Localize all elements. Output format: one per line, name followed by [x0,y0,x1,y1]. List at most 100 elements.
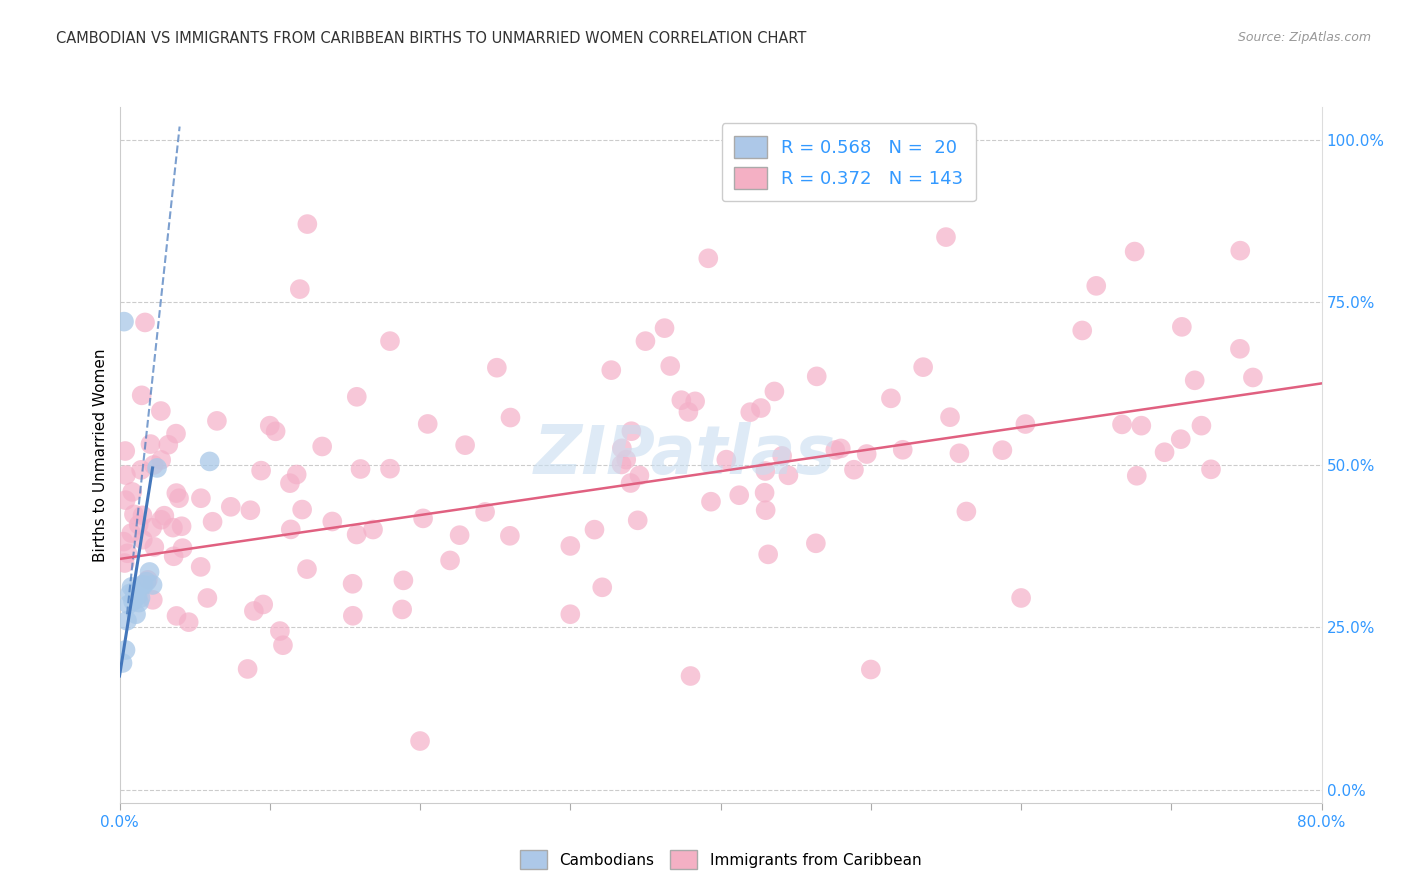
Point [614,452,637,467]
Y-axis label: Births to Unmarried Women: Births to Unmarried Women [93,348,108,562]
Point [1126,468,1149,483]
Point [880,392,903,406]
Point [391,602,413,616]
Point [297,217,319,231]
Point [129,463,152,477]
Point [1153,445,1175,459]
Point [321,515,343,529]
Point [131,508,153,523]
Point [1123,244,1146,259]
Point [142,592,165,607]
Point [111,656,134,670]
Point [770,449,793,463]
Point [824,442,846,457]
Point [342,608,364,623]
Point [271,638,294,652]
Point [170,519,193,533]
Point [112,534,135,549]
Point [163,549,186,564]
Point [121,580,143,594]
Point [127,589,149,603]
Point [700,494,723,508]
Point [806,369,828,384]
Text: Source: ZipAtlas.com: Source: ZipAtlas.com [1237,31,1371,45]
Point [121,484,143,499]
Point [295,562,318,576]
Point [149,404,172,418]
Point [955,504,977,518]
Point [671,393,693,408]
Point [278,476,301,491]
Point [125,607,148,622]
Point [264,425,287,439]
Point [146,461,169,475]
Point [117,598,139,612]
Point [131,388,153,402]
Point [342,576,364,591]
Legend: Cambodians, Immigrants from Caribbean: Cambodians, Immigrants from Caribbean [513,845,928,875]
Point [219,500,242,514]
Point [132,533,155,547]
Point [142,578,165,592]
Point [120,526,142,541]
Point [756,547,779,561]
Point [991,443,1014,458]
Point [150,453,173,467]
Point [114,493,136,508]
Point [165,426,187,441]
Point [939,410,962,425]
Point [740,405,762,419]
Point [143,540,166,554]
Point [114,444,136,458]
Point [842,463,865,477]
Point [201,515,224,529]
Point [754,485,776,500]
Point [678,405,700,419]
Point [409,734,432,748]
Point [499,529,522,543]
Point [129,591,152,605]
Point [150,513,173,527]
Point [135,574,157,589]
Point [683,394,706,409]
Point [1085,278,1108,293]
Point [891,442,914,457]
Point [197,591,219,605]
Point [172,541,194,556]
Point [449,528,471,542]
Point [346,527,368,541]
Point [138,565,160,579]
Point [122,594,145,608]
Point [654,321,676,335]
Point [115,614,138,628]
Point [136,573,159,587]
Point [755,503,778,517]
Point [1189,418,1212,433]
Point [117,546,139,560]
Point [716,452,738,467]
Point [190,491,212,506]
Point [474,505,496,519]
Point [153,508,176,523]
Point [131,578,153,592]
Point [142,458,165,472]
Point [378,334,401,348]
Point [679,669,702,683]
Point [361,523,384,537]
Point [763,384,786,399]
Point [830,442,852,456]
Point [378,461,401,475]
Point [619,475,641,490]
Point [205,414,228,428]
Point [139,437,162,451]
Point [1184,373,1206,387]
Point [560,539,582,553]
Point [114,643,136,657]
Point [239,503,262,517]
Point [166,608,188,623]
Point [128,517,150,532]
Point [935,230,957,244]
Point [591,580,613,594]
Point [728,488,751,502]
Point [190,560,212,574]
